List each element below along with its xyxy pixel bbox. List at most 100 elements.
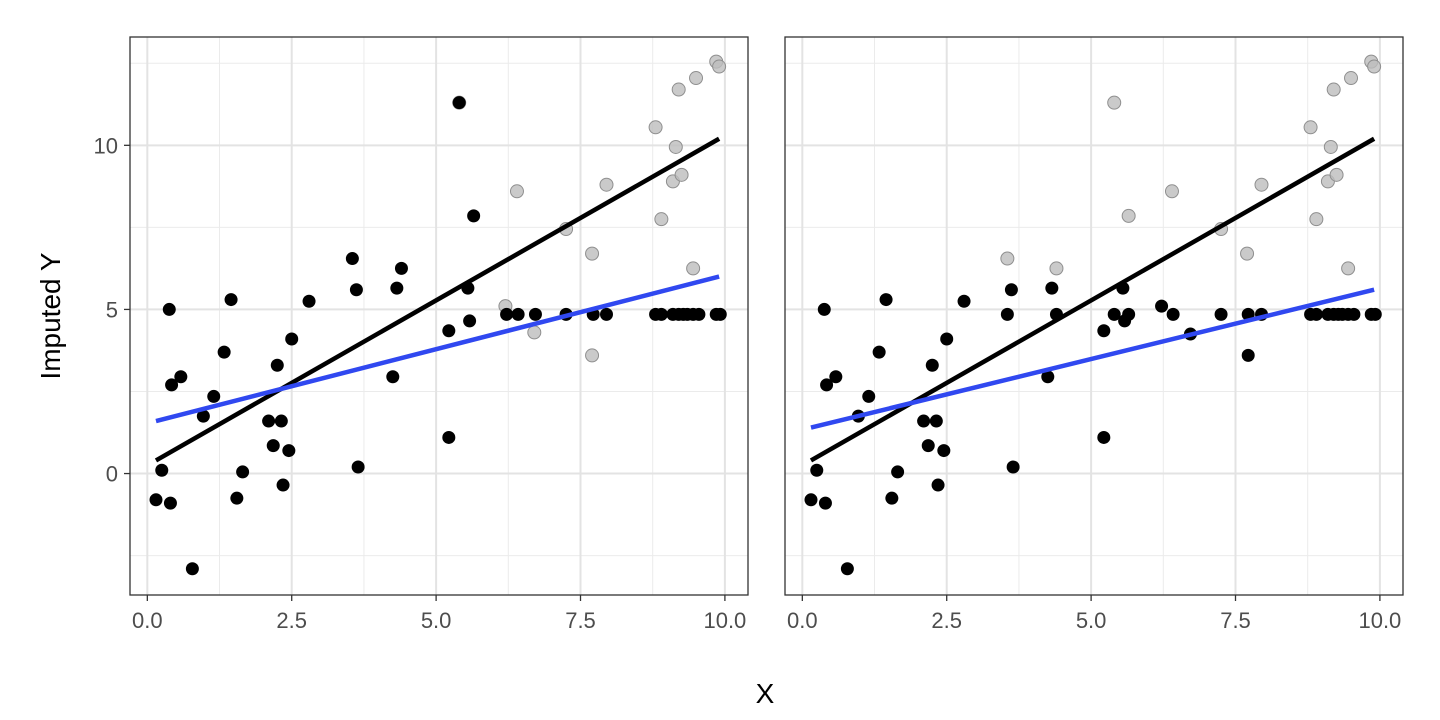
- imputed-point: [149, 493, 163, 507]
- imputed-point: [1004, 283, 1018, 297]
- imputed-point: [804, 493, 818, 507]
- imputed-point: [1155, 299, 1169, 313]
- imputed-point: [1000, 307, 1014, 321]
- original-point: [1000, 251, 1015, 266]
- true-fit-line: [154, 136, 721, 463]
- imputed-point: [442, 430, 456, 444]
- original-point: [654, 212, 669, 227]
- imputed-point: [654, 307, 668, 321]
- imputed-point: [862, 389, 876, 403]
- imputed-point: [692, 307, 706, 321]
- imputed-point: [196, 409, 210, 423]
- imputed-point: [713, 307, 727, 321]
- imputed-point: [818, 496, 832, 510]
- x-tick-label: 0.0: [787, 608, 818, 633]
- original-point: [527, 325, 542, 340]
- original-point: [648, 120, 663, 135]
- imputed-point: [163, 496, 177, 510]
- x-tick-label: 7.5: [565, 608, 596, 633]
- imputed-point: [224, 293, 238, 307]
- imputed-point: [165, 378, 179, 392]
- original-point: [712, 59, 727, 74]
- imputed-point: [500, 307, 514, 321]
- true-fit-line: [809, 136, 1376, 463]
- imputed-fit-line: [810, 287, 1375, 430]
- imputed-point: [467, 209, 481, 223]
- imputed-point: [302, 294, 316, 308]
- imputed-point: [817, 302, 831, 316]
- imputed-point: [879, 293, 893, 307]
- original-point: [1049, 261, 1064, 276]
- original-point: [668, 139, 683, 154]
- original-point: [1323, 139, 1338, 154]
- imputed-point: [442, 324, 456, 338]
- imputed-point: [820, 378, 834, 392]
- imputed-point: [155, 463, 169, 477]
- original-point: [1344, 71, 1359, 86]
- x-tick-label: 10.0: [703, 608, 746, 633]
- imputed-point: [840, 562, 854, 576]
- imputed-point: [1122, 307, 1136, 321]
- imputed-point: [463, 314, 477, 328]
- original-point: [585, 348, 600, 363]
- imputed-point: [511, 307, 525, 321]
- imputed-point: [872, 345, 886, 359]
- panel-border: [129, 36, 749, 596]
- imputed-point: [1041, 370, 1055, 384]
- imputed-fit-line: [155, 274, 720, 424]
- imputed-point: [282, 444, 296, 458]
- imputed-point: [285, 332, 299, 346]
- original-point: [686, 261, 701, 276]
- original-point: [674, 167, 689, 182]
- imputed-point: [207, 389, 221, 403]
- original-point: [1329, 167, 1344, 182]
- original-point: [689, 71, 704, 86]
- imputed-point: [1309, 307, 1323, 321]
- imputed-point: [345, 252, 359, 266]
- imputed-point: [276, 478, 290, 492]
- imputed-point: [1006, 460, 1020, 474]
- imputed-point: [274, 414, 288, 428]
- imputed-point: [929, 414, 943, 428]
- original-point: [585, 246, 600, 261]
- y-tick-label: 5: [106, 297, 118, 322]
- panel-border: [784, 36, 1404, 596]
- imputed-point: [1241, 348, 1255, 362]
- imputed-point: [921, 439, 935, 453]
- imputed-point: [386, 370, 400, 384]
- original-point: [1254, 177, 1269, 192]
- imputed-point: [957, 294, 971, 308]
- original-point: [1341, 261, 1356, 276]
- imputed-point: [1097, 324, 1111, 338]
- x-tick-label: 0.0: [132, 608, 163, 633]
- imputed-point: [1214, 307, 1228, 321]
- imputed-point: [270, 358, 284, 372]
- right-panel: 0.0 2.5 5.0 7.5 10.0: [784, 36, 1404, 633]
- imputed-point: [1045, 281, 1059, 295]
- imputed-point: [925, 358, 939, 372]
- x-tick-label: 2.5: [931, 608, 962, 633]
- original-point: [1240, 246, 1255, 261]
- original-point: [509, 184, 524, 199]
- imputed-point: [351, 460, 365, 474]
- original-point: [1367, 59, 1382, 74]
- imputed-point: [599, 307, 613, 321]
- imputed-point: [937, 444, 951, 458]
- y-axis-title: Imputed Y: [35, 252, 66, 379]
- imputed-point: [217, 345, 231, 359]
- original-point: [1107, 95, 1122, 110]
- imputed-point: [917, 414, 931, 428]
- imputed-point: [174, 370, 188, 384]
- original-point: [1326, 82, 1341, 97]
- imputed-point: [1166, 307, 1180, 321]
- imputed-point: [829, 370, 843, 384]
- x-tick-label: 2.5: [276, 608, 307, 633]
- original-point: [671, 82, 686, 97]
- original-point: [1309, 212, 1324, 227]
- imputed-point: [185, 562, 199, 576]
- y-tick-label: 0: [106, 462, 118, 487]
- original-point: [1303, 120, 1318, 135]
- x-tick-label: 5.0: [1076, 608, 1107, 633]
- imputed-point: [528, 307, 542, 321]
